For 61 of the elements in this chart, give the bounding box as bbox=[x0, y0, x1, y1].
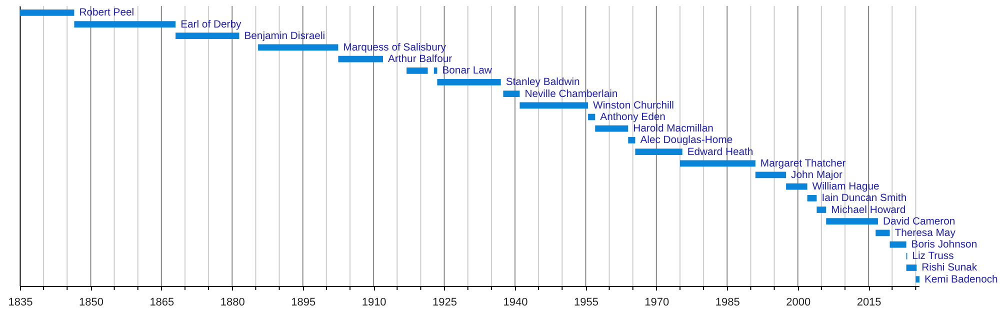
bar bbox=[406, 67, 428, 74]
bar bbox=[520, 102, 588, 109]
x-tick-label: 1910 bbox=[362, 296, 386, 308]
y-tick-label: Theresa May bbox=[894, 228, 956, 239]
y-tick-label: Winston Churchill bbox=[593, 100, 674, 112]
x-tick-label: 1850 bbox=[78, 296, 104, 308]
bar bbox=[807, 194, 817, 202]
y-tick-label: Earl of Derby bbox=[180, 19, 242, 30]
bar bbox=[176, 32, 240, 40]
y-tick-label: Rishi Sunak bbox=[922, 262, 978, 274]
y-tick-label: Neville Chamberlain bbox=[524, 88, 618, 100]
bar bbox=[680, 160, 756, 167]
y-tick-label: Harold Macmillan bbox=[633, 124, 714, 135]
bar bbox=[338, 56, 383, 62]
y-tick-label: Boris Johnson bbox=[911, 240, 978, 251]
y-tick-label: Edward Heath bbox=[687, 146, 754, 158]
bar bbox=[816, 206, 826, 213]
bar bbox=[628, 137, 636, 144]
x-tick-label: 1985 bbox=[715, 296, 740, 308]
bar bbox=[437, 79, 501, 86]
y-tick-label: William Hague bbox=[812, 182, 880, 193]
x-tick-label: 1925 bbox=[432, 296, 458, 308]
bar bbox=[503, 90, 520, 98]
x-tick-label: 1955 bbox=[574, 296, 598, 308]
y-tick-label: Margaret Thatcher bbox=[760, 158, 846, 170]
y-tick-label: Robert Peel bbox=[79, 8, 134, 19]
x-tick-label: 2000 bbox=[786, 296, 811, 308]
bar bbox=[906, 264, 917, 271]
y-tick-label: Michael Howard bbox=[831, 204, 906, 216]
y-tick-label: Anthony Eden bbox=[600, 112, 666, 124]
bar bbox=[258, 44, 338, 51]
y-tick-label: Bonar Law bbox=[442, 66, 492, 77]
bar bbox=[434, 67, 438, 74]
x-tick-label: 1835 bbox=[8, 296, 33, 308]
x-tick-label: 1970 bbox=[644, 296, 670, 308]
y-tick-label: Stanley Baldwin bbox=[506, 77, 580, 88]
x-tick-label: 2015 bbox=[856, 296, 882, 308]
bar bbox=[20, 9, 74, 16]
y-tick-label: John Major bbox=[791, 170, 843, 181]
bar bbox=[74, 21, 176, 28]
y-tick-label: Kemi Badenoch bbox=[924, 274, 998, 286]
y-tick-label: Arthur Balfour bbox=[388, 54, 453, 66]
y-tick-label: Benjamin Disraeli bbox=[244, 30, 326, 42]
x-tick-label: 1940 bbox=[503, 296, 528, 308]
bar bbox=[826, 218, 878, 225]
bar bbox=[786, 183, 808, 190]
x-tick-label: 1880 bbox=[220, 296, 245, 308]
y-tick-label: Iain Duncan Smith bbox=[822, 193, 907, 204]
x-tick-label: 1895 bbox=[291, 296, 316, 308]
bar bbox=[588, 114, 596, 120]
bar bbox=[635, 148, 682, 155]
bar bbox=[890, 241, 906, 248]
y-tick-label: Alec Douglas-Home bbox=[640, 135, 733, 146]
bar bbox=[595, 125, 628, 132]
y-tick-label: Liz Truss bbox=[912, 251, 954, 262]
y-tick-label: David Cameron bbox=[882, 216, 956, 228]
x-tick-label: 1865 bbox=[150, 296, 174, 308]
y-tick-label: Marquess of Salisbury bbox=[343, 42, 447, 54]
bar bbox=[755, 172, 786, 178]
bar bbox=[916, 276, 920, 283]
bar bbox=[876, 230, 890, 236]
